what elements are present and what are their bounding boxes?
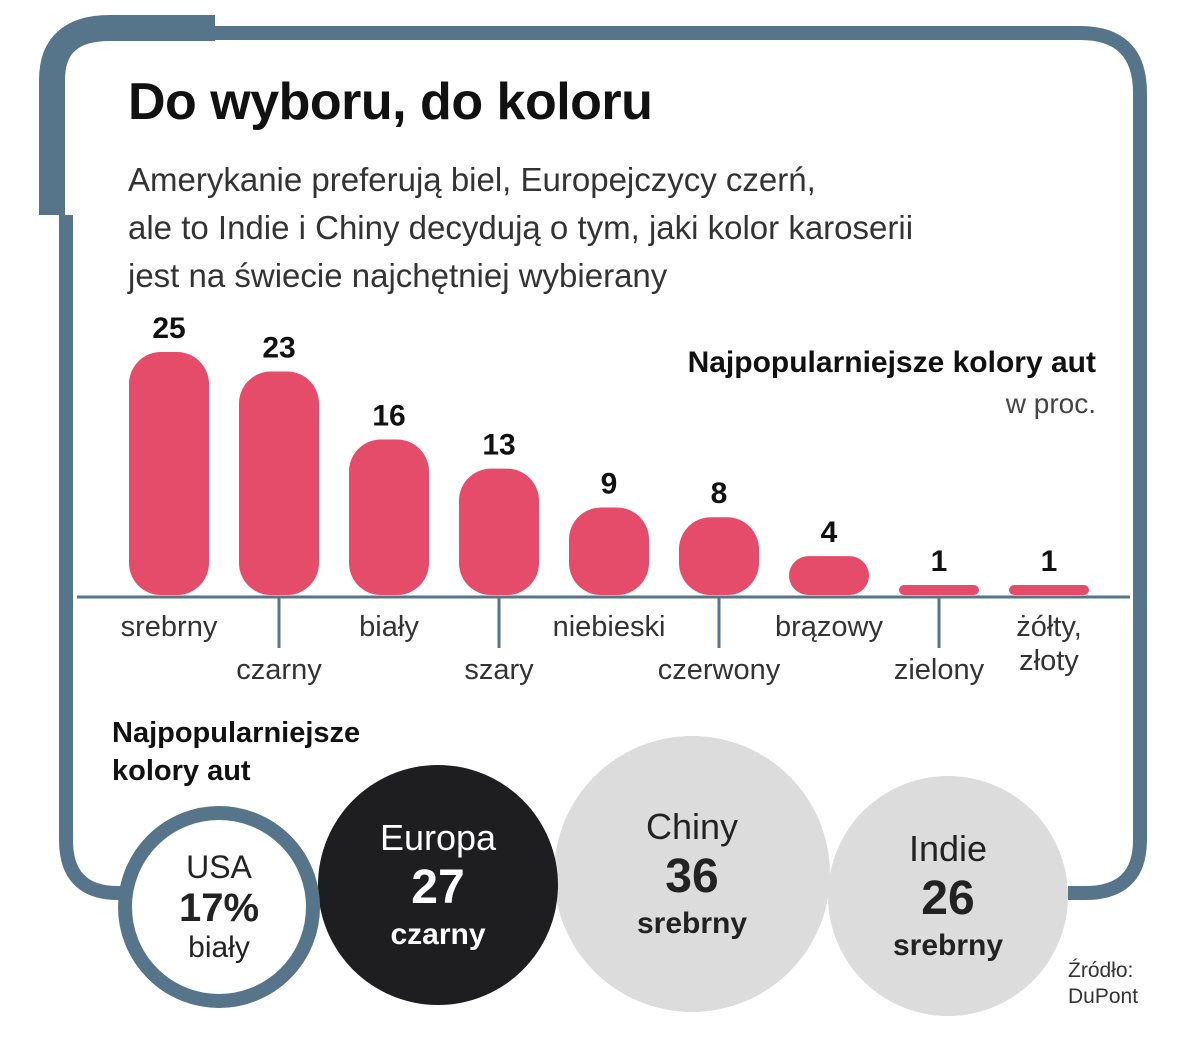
category-label: żółty,: [1016, 611, 1082, 643]
source-label: Źródło:: [1068, 959, 1134, 982]
bar: [239, 371, 319, 595]
regions-title-line: Najpopularniejsze: [112, 717, 361, 749]
region-name: Europa: [379, 817, 497, 858]
subtitle: Amerykanie preferują biel, Europejczycy …: [128, 156, 1128, 300]
region-value: 17%: [178, 886, 260, 930]
region-circle-usa: USA 17% biały: [118, 806, 320, 1008]
bar: [679, 517, 759, 595]
subtitle-line: ale to Indie i Chiny decydują o tym, jak…: [128, 209, 914, 246]
bar-value-label: 23: [262, 331, 295, 364]
region-color: srebrny: [892, 929, 1004, 962]
region-circle-indie: Indie 26 srebrny: [828, 776, 1068, 1016]
bar-value-label: 13: [482, 429, 515, 462]
category-label: złoty: [1019, 645, 1079, 677]
region-name: USA: [186, 849, 252, 885]
bar: [789, 556, 869, 595]
bar-value-label: 4: [821, 516, 838, 549]
region-name: Chiny: [645, 806, 739, 847]
source-note: Źródło: DuPont: [1068, 958, 1138, 1010]
bar-chart: 25 23 16 13 9 8 4 1 1 srebrny czarny biały szary nieb…: [77, 312, 1130, 686]
region-name: Indie: [908, 828, 988, 869]
subtitle-line: jest na świecie najchętniej wybierany: [128, 257, 668, 294]
bar-value-label: 1: [1041, 545, 1058, 578]
chart-unit: w proc.: [1005, 388, 1096, 419]
category-label: zielony: [894, 654, 985, 686]
region-value: 26: [921, 872, 975, 925]
source-name: DuPont: [1068, 985, 1139, 1008]
chart-title: Najpopularniejsze kolory aut: [687, 346, 1096, 379]
category-label: czerwony: [658, 654, 781, 686]
bar-value-label: 1: [931, 545, 948, 578]
region-color: biały: [188, 931, 250, 964]
bar-value-label: 16: [372, 399, 405, 432]
bar-value-label: 25: [152, 312, 185, 345]
bar-value-label: 9: [601, 468, 618, 501]
category-label: szary: [464, 654, 534, 686]
region-color: czarny: [390, 918, 486, 951]
category-label: niebieski: [553, 611, 666, 643]
category-label: biały: [359, 611, 419, 643]
regions-title: Najpopularniejsze kolory aut: [112, 714, 360, 790]
region-color: srebrny: [636, 907, 748, 940]
bar: [899, 585, 979, 595]
region-value: 36: [665, 850, 719, 903]
bar: [129, 352, 209, 595]
bar: [349, 439, 429, 595]
region-circle-europa: Europa 27 czarny: [318, 765, 558, 1005]
category-label: czarny: [236, 654, 322, 686]
page-title: Do wyboru, do koloru: [128, 73, 653, 131]
category-label: srebrny: [121, 611, 218, 643]
region-value: 27: [411, 861, 465, 914]
region-circle-chiny: Chiny 36 srebrny: [554, 736, 830, 1012]
bar: [1009, 585, 1089, 595]
bar: [459, 468, 539, 595]
category-label: brązowy: [775, 611, 883, 643]
bar-value-label: 8: [711, 477, 728, 510]
subtitle-line: Amerykanie preferują biel, Europejczycy …: [128, 161, 816, 198]
bar: [569, 507, 649, 595]
regions-title-line: kolory aut: [112, 755, 251, 787]
